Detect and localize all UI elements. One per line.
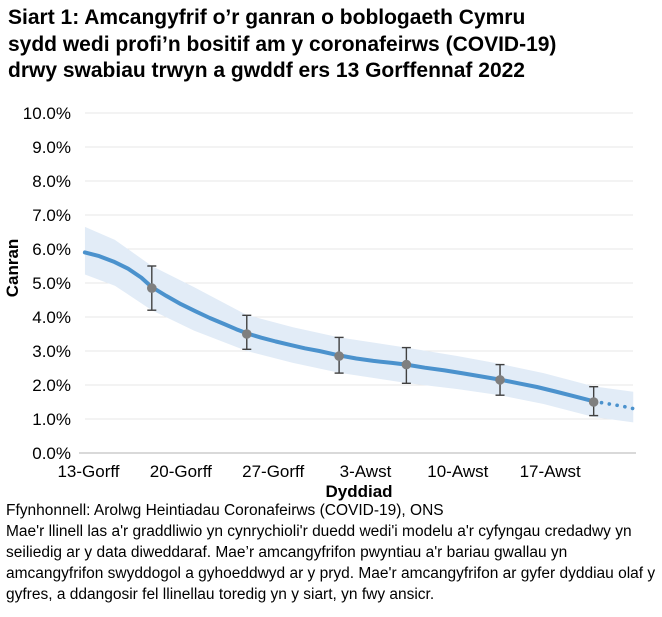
x-axis-title: Dyddiad	[325, 482, 392, 501]
y-tick-label: 1.0%	[32, 410, 71, 429]
x-tick-label: 13-Gorff	[57, 462, 119, 481]
x-tick-label: 20-Gorff	[150, 462, 212, 481]
y-tick-label: 4.0%	[32, 308, 71, 327]
point-estimate-marker	[495, 375, 505, 385]
point-estimate-marker	[147, 283, 157, 293]
y-tick-label: 6.0%	[32, 240, 71, 259]
y-tick-label: 0.0%	[32, 444, 71, 463]
y-tick-label: 2.0%	[32, 376, 71, 395]
x-tick-label: 10-Awst	[427, 462, 488, 481]
y-axis-title: Canran	[3, 239, 22, 298]
point-estimate-marker	[241, 329, 252, 339]
y-tick-label: 8.0%	[32, 172, 71, 191]
y-tick-label: 5.0%	[32, 274, 71, 293]
source-note: Ffynhonnell: Arolwg Heintiadau Coronafei…	[6, 502, 444, 519]
chart-title: Siart 1: Amcangyfrif o’r ganran o boblog…	[8, 6, 557, 82]
x-tick-label: 27-Gorff	[242, 462, 304, 481]
y-tick-label: 9.0%	[32, 138, 71, 157]
chart-footer: Ffynhonnell: Arolwg Heintiadau Coronafei…	[6, 500, 658, 605]
point-estimate-marker	[401, 359, 412, 370]
point-estimate-marker	[588, 397, 599, 407]
x-tick-label: 17-Awst	[520, 462, 581, 481]
trend-line-solid	[82, 250, 596, 404]
point-estimate-marker	[334, 351, 344, 361]
x-tick-label: 3-Awst	[340, 462, 392, 481]
method-note: Mae'r llinell las a'r graddliwio yn cynr…	[6, 523, 656, 603]
y-tick-label: 10.0%	[23, 104, 71, 123]
y-tick-label: 3.0%	[32, 342, 71, 361]
y-tick-label: 7.0%	[32, 206, 71, 225]
confidence-band	[84, 226, 634, 423]
trend-line-dotted	[591, 399, 639, 412]
